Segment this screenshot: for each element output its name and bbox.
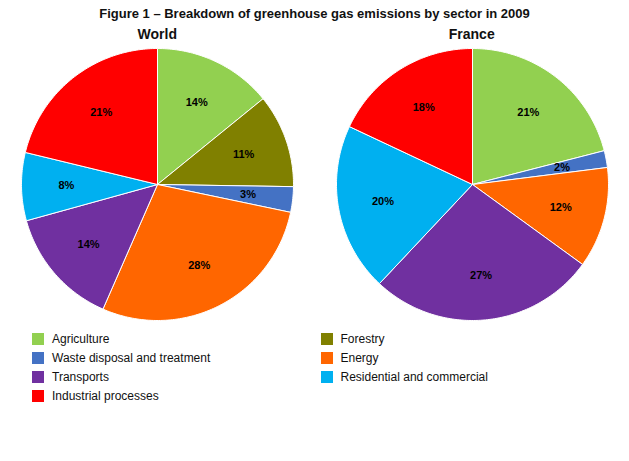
svg-text:3%: 3% [240, 188, 256, 200]
html-text:Agriculture: Agriculture [52, 332, 110, 346]
html-text:Waste disposal and treatment: Waste disposal and treatment [52, 351, 211, 365]
svg-text:27%: 27% [470, 269, 492, 281]
svg-text:21%: 21% [90, 106, 112, 118]
html-text:Residential and commercial: Residential and commercial [340, 370, 488, 384]
html-text:France: France [448, 26, 495, 42]
html-text:Figure 1 – Breakdown of greenh: Figure 1 – Breakdown of greenhouse gas e… [99, 6, 530, 21]
svg-text:8%: 8% [59, 179, 75, 191]
html-text:Forestry: Forestry [340, 332, 385, 346]
html-text:Energy: Energy [340, 351, 379, 365]
svg-text:14%: 14% [186, 96, 208, 108]
svg-text:21%: 21% [517, 106, 539, 118]
html-text:Transports: Transports [52, 370, 109, 384]
svg-text:11%: 11% [233, 148, 255, 160]
svg-text:12%: 12% [549, 201, 571, 213]
svg-text:28%: 28% [188, 259, 210, 271]
svg-text:20%: 20% [372, 195, 394, 207]
svg-text:18%: 18% [412, 101, 434, 113]
html-text:World: World [137, 26, 177, 42]
html-text:Industrial processes: Industrial processes [52, 389, 159, 403]
svg-text:2%: 2% [554, 161, 570, 173]
svg-text:14%: 14% [78, 238, 100, 250]
